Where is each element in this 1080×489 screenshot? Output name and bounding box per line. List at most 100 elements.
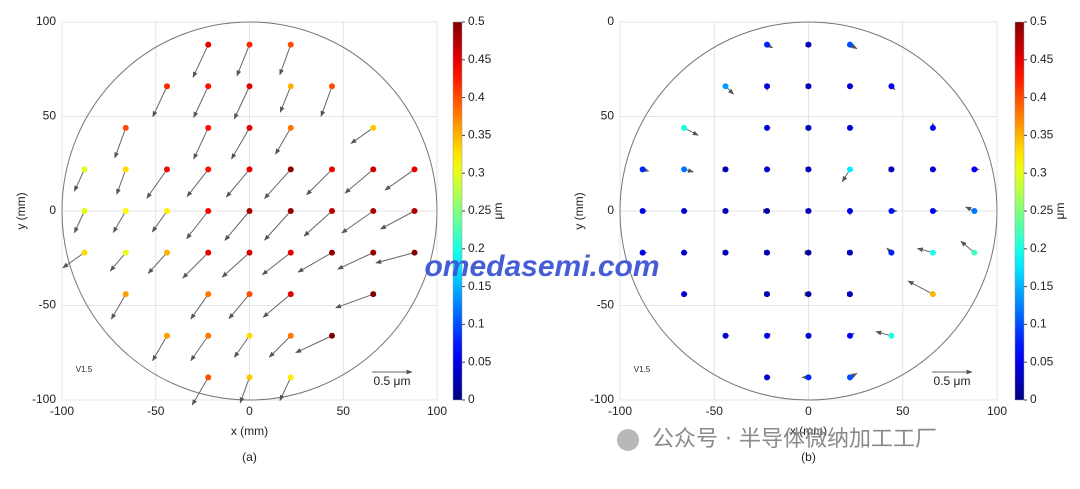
measurement-point (246, 83, 253, 90)
y-tick-label: 0 (607, 203, 614, 217)
displacement-arrow (350, 127, 374, 144)
measurement-point (681, 208, 688, 214)
reference-label: 0.5 μm (934, 374, 971, 388)
measurement-point (246, 291, 253, 298)
colorbar-tick-label: 0 (468, 392, 475, 406)
measurement-point (639, 249, 646, 256)
x-tick-label: -100 (608, 404, 632, 418)
y-tick-label: -50 (39, 298, 57, 312)
colorbar-tick-label: 0.2 (1030, 241, 1047, 255)
measurement-point (888, 249, 895, 256)
measurement-point (639, 166, 646, 173)
displacement-arrow (191, 377, 209, 406)
measurement-point (370, 124, 377, 131)
measurement-point (846, 41, 853, 48)
y-axis-label: y (mm) (14, 192, 28, 229)
measurement-point (122, 249, 129, 256)
colorbar-label: μm (491, 203, 505, 220)
measurement-point (846, 83, 853, 90)
displacement-arrow (320, 86, 333, 117)
measurement-point (164, 83, 170, 90)
measurement-point (764, 249, 771, 256)
displacement-arrow (384, 169, 415, 191)
measurement-point (846, 208, 853, 214)
measurement-point (205, 166, 212, 173)
watermark-site: omedasemi.com (424, 250, 659, 283)
x-axis-label: x (mm) (790, 424, 827, 438)
displacement-arrow (233, 86, 250, 120)
measurement-point (888, 166, 895, 173)
displacement-arrow (264, 169, 292, 199)
colorbar-tick-label: 0.1 (1030, 317, 1047, 331)
measurement-point (411, 208, 418, 214)
measurement-point (287, 291, 294, 298)
measurement-point (764, 166, 771, 173)
measurement-point (764, 83, 771, 90)
displacement-arrow (112, 210, 127, 233)
y-tick-label: 100 (36, 14, 56, 28)
measurement-point (329, 166, 335, 173)
x-tick-label: 0 (805, 404, 812, 418)
colorbar-tick-label: 0.15 (468, 279, 492, 293)
measurement-point (287, 124, 294, 131)
displacement-arrow (182, 252, 209, 279)
measurement-point (805, 249, 812, 256)
colorbar-tick-label: 0.1 (468, 317, 485, 331)
measurement-point (805, 208, 812, 214)
measurement-point (764, 124, 771, 131)
measurement-point (205, 41, 212, 48)
colorbar-tick-label: 0.3 (1030, 165, 1047, 179)
displacement-arrow (109, 252, 127, 272)
measurement-point (164, 332, 170, 339)
displacement-arrow (303, 210, 333, 237)
displacement-arrow (231, 127, 250, 160)
y-tick-label: -50 (597, 298, 615, 312)
measurement-point (846, 166, 853, 173)
measurement-point (971, 249, 978, 256)
measurement-point (805, 124, 812, 131)
measurement-point (888, 208, 895, 214)
colorbar-tick-label: 0.4 (468, 90, 485, 104)
measurement-point (287, 83, 294, 90)
version-label: V1.5 (76, 365, 93, 374)
measurement-point (805, 83, 812, 90)
displacement-arrow (233, 335, 250, 358)
displacement-arrow (268, 335, 292, 358)
displacement-arrow (279, 86, 292, 113)
displacement-arrow (221, 252, 250, 278)
measurement-point (764, 291, 771, 298)
displacement-arrow (344, 169, 374, 194)
measurement-point (681, 249, 688, 256)
reference-label: 0.5 μm (374, 374, 411, 388)
panel: -100 -50 0 50 100 -100 -50 0 50 0 x (mm) y (mm) (b) V… (572, 14, 1067, 464)
displacement-arrow (146, 169, 168, 199)
displacement-arrow (335, 293, 374, 309)
colorbar-tick-label: 0.45 (468, 52, 492, 66)
y-axis-label: y (mm) (572, 192, 586, 229)
measurement-point (329, 249, 335, 256)
measurement-point (122, 166, 129, 173)
measurement-point (929, 166, 936, 173)
measurement-point (764, 41, 771, 48)
measurement-point (764, 332, 771, 339)
x-tick-label: 50 (896, 404, 910, 418)
caption: (b) (801, 450, 816, 464)
measurement-point (164, 249, 170, 256)
measurement-point (805, 291, 812, 298)
displacement-arrow (186, 169, 209, 198)
measurement-point (205, 249, 212, 256)
displacement-arrow (116, 169, 127, 195)
displacement-arrow (193, 86, 209, 118)
x-tick-label: -50 (147, 404, 165, 418)
colorbar-tick-label: 0.5 (468, 14, 485, 28)
measurement-point (846, 332, 853, 339)
measurement-point (205, 374, 212, 381)
measurement-point (722, 83, 729, 90)
y-tick-label: 50 (43, 109, 57, 123)
measurement-point (681, 124, 688, 131)
colorbar-tick-label: 0.25 (1030, 203, 1054, 217)
displacement-arrow (341, 210, 374, 234)
displacement-arrow (73, 210, 85, 234)
measurement-point (246, 332, 253, 339)
